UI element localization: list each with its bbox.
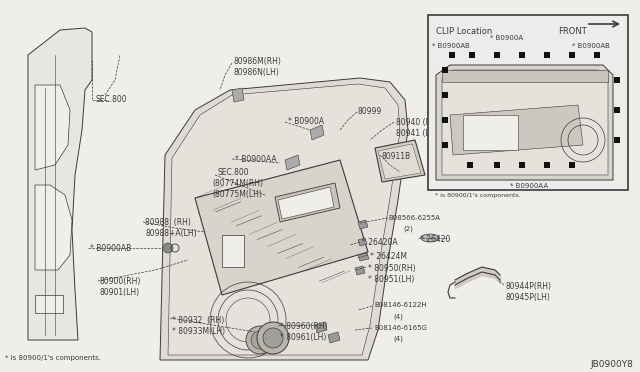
Text: 80940 (RH): 80940 (RH) (396, 118, 440, 127)
Polygon shape (358, 253, 369, 261)
Bar (519, 162, 525, 168)
Polygon shape (275, 183, 340, 222)
Circle shape (251, 331, 269, 349)
Bar (544, 162, 550, 168)
Text: SEC.800: SEC.800 (218, 168, 250, 177)
Text: CLIP Location: CLIP Location (436, 27, 492, 36)
Bar (569, 52, 575, 58)
Text: 80901(LH): 80901(LH) (100, 288, 140, 297)
Text: 80988  (RH): 80988 (RH) (145, 218, 191, 227)
Polygon shape (232, 88, 244, 102)
Polygon shape (28, 28, 92, 340)
Text: (4): (4) (393, 336, 403, 343)
Text: * 80960(RH): * 80960(RH) (280, 322, 328, 331)
Bar (614, 137, 620, 143)
Polygon shape (450, 105, 583, 155)
Text: * 80932  (RH): * 80932 (RH) (172, 316, 224, 325)
Polygon shape (278, 187, 334, 219)
Text: B08146-6165G: B08146-6165G (374, 325, 427, 331)
Bar (449, 52, 455, 58)
Text: (2): (2) (403, 226, 413, 232)
Bar (442, 92, 448, 98)
Text: 80986M(RH): 80986M(RH) (233, 57, 281, 66)
Text: * 26424M: * 26424M (370, 252, 407, 261)
Polygon shape (160, 78, 408, 360)
Text: * B0900A: * B0900A (490, 35, 523, 41)
Text: * is 80900/1's components.: * is 80900/1's components. (5, 355, 101, 361)
Text: 80941 (LH): 80941 (LH) (396, 129, 438, 138)
Text: * B0900AB: * B0900AB (432, 43, 470, 49)
Text: (4): (4) (393, 313, 403, 320)
Bar (35, 295, 63, 313)
Text: SEC.800: SEC.800 (95, 95, 127, 104)
Bar (614, 107, 620, 113)
Text: * 80961(LH): * 80961(LH) (280, 333, 326, 342)
Bar (469, 52, 475, 58)
Text: * B0900AB: * B0900AB (572, 43, 610, 49)
Circle shape (257, 322, 289, 354)
Text: 80900(RH): 80900(RH) (100, 277, 141, 286)
Bar (442, 70, 608, 82)
Bar (494, 52, 500, 58)
Polygon shape (442, 70, 608, 175)
Bar (222, 235, 244, 267)
Bar (442, 67, 448, 73)
Text: * 80950(RH): * 80950(RH) (368, 264, 415, 273)
Polygon shape (355, 266, 365, 275)
Polygon shape (436, 65, 613, 180)
Text: B08146-6122H: B08146-6122H (374, 302, 427, 308)
Circle shape (163, 243, 173, 253)
Polygon shape (358, 238, 367, 246)
Polygon shape (168, 84, 400, 355)
Text: 80986N(LH): 80986N(LH) (233, 68, 279, 77)
Text: (80774M(RH): (80774M(RH) (212, 179, 263, 188)
Polygon shape (35, 85, 70, 170)
Bar (519, 52, 525, 58)
Circle shape (263, 328, 283, 348)
Text: 80988+A(LH): 80988+A(LH) (145, 229, 196, 238)
Polygon shape (375, 140, 425, 182)
Polygon shape (285, 155, 300, 170)
Bar (463, 115, 518, 150)
Text: 80911B: 80911B (381, 152, 410, 161)
Polygon shape (378, 144, 421, 179)
Polygon shape (358, 220, 368, 229)
Text: * 26420: * 26420 (420, 235, 451, 244)
Bar (544, 52, 550, 58)
Text: JB0900Y8: JB0900Y8 (590, 360, 633, 369)
Text: FRONT: FRONT (558, 27, 587, 36)
Bar (594, 52, 600, 58)
Text: * B0900A: * B0900A (288, 117, 324, 126)
Polygon shape (195, 160, 368, 295)
Text: 80999: 80999 (358, 107, 382, 116)
Text: B08566-6255A: B08566-6255A (388, 215, 440, 221)
Polygon shape (315, 322, 327, 333)
Text: * B0900AA: * B0900AA (235, 155, 276, 164)
Bar (442, 142, 448, 148)
Text: 80944P(RH): 80944P(RH) (506, 282, 552, 291)
Text: * is 80900/1's components.: * is 80900/1's components. (435, 193, 521, 198)
Bar (569, 162, 575, 168)
Bar (494, 162, 500, 168)
Bar (428, 15, 628, 190)
Bar (467, 162, 473, 168)
Ellipse shape (421, 234, 439, 242)
Circle shape (246, 326, 274, 354)
Text: 80945P(LH): 80945P(LH) (506, 293, 551, 302)
Bar (614, 77, 620, 83)
Text: * 80951(LH): * 80951(LH) (368, 275, 414, 284)
Polygon shape (328, 332, 340, 343)
Text: * 80933M(LH): * 80933M(LH) (172, 327, 225, 336)
Bar (442, 117, 448, 123)
Text: * 26420A: * 26420A (362, 238, 397, 247)
Polygon shape (35, 185, 72, 270)
Text: (80775M(LH): (80775M(LH) (212, 190, 262, 199)
Text: * B0900AA: * B0900AA (510, 183, 548, 189)
Polygon shape (310, 125, 324, 140)
Text: * B0900AB: * B0900AB (90, 244, 131, 253)
